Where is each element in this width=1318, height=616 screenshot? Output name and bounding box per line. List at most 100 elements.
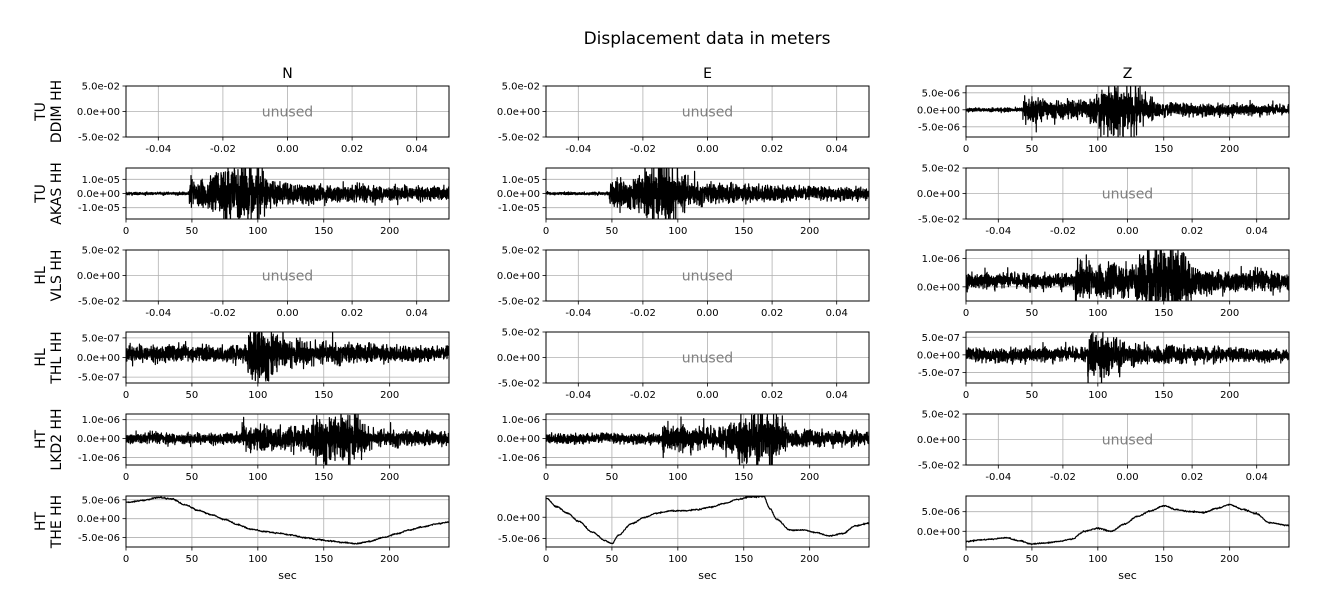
row-label: HLTHL HH [33,331,65,384]
y-tick-label: 0.0e+00 [77,434,120,445]
y-tick-label: -5.0e-02 [498,297,540,308]
x-tick-label: 150 [734,554,753,565]
x-tick-label: 150 [1154,554,1173,565]
x-tick-label: 0.02 [341,144,363,155]
x-tick-label: 0.04 [826,308,848,319]
y-tick-label: 5.0e-02 [922,164,960,175]
row-station-label: AKAS HH [49,162,65,224]
waveform-trace [126,414,449,465]
x-tick-label: 0.00 [1116,226,1138,237]
x-tick-label: 50 [606,226,619,237]
x-tick-label: 150 [734,226,753,237]
x-tick-label: -0.02 [630,144,656,155]
row-tu-akas-hh: TUAKAS HH 0 50 100 150 200 1.0e-05 0.0e+00 -1.0e… [33,162,1290,237]
y-tick-label: 5.0e-06 [922,507,960,518]
x-tick-label: 0.04 [826,390,848,401]
row-network-label: TU [33,102,49,122]
y-tick-label: 0.0e+00 [497,189,540,200]
x-tick-label: 200 [1220,308,1239,319]
waveform-trace [126,168,449,219]
x-tick-label: 0.00 [696,390,718,401]
panel-e: 0 50 100 150 200 0.0e+00 -5.0e-06 sec [497,495,870,582]
x-tick-label: 0.00 [1116,472,1138,483]
x-tick-label: -0.04 [565,308,591,319]
x-tick-label: 0.00 [276,144,298,155]
x-tick-label: 150 [314,472,333,483]
axes-frame [125,495,450,548]
x-tick-label: -0.02 [630,390,656,401]
x-tick-label: 0.02 [1181,226,1203,237]
column-title-z: Z [1123,66,1133,82]
y-tick-label: 0.0e+00 [917,527,960,538]
unused-label: unused [1102,187,1153,203]
y-tick-label: -1.0e-05 [78,203,120,214]
axes-frame [965,495,1290,548]
x-tick-label: 200 [380,226,399,237]
y-tick-label: 5.0e-06 [922,88,960,99]
x-tick-label: -0.04 [145,308,171,319]
x-tick-label: 0 [963,144,969,155]
x-tick-label: 100 [248,554,267,565]
unused-label: unused [262,105,313,121]
row-network-label: HT [33,430,49,450]
column-title-e: E [703,66,712,82]
x-tick-label: 150 [734,472,753,483]
x-axis-label: sec [278,569,297,582]
y-tick-label: -5.0e-02 [498,379,540,390]
x-tick-label: -0.02 [1050,472,1076,483]
x-tick-label: -0.02 [210,308,236,319]
y-tick-label: 0.0e+00 [917,189,960,200]
y-tick-label: 5.0e-02 [502,246,540,257]
y-tick-label: 5.0e-06 [82,495,120,506]
unused-label: unused [682,351,733,367]
unused-label: unused [262,269,313,285]
x-tick-label: 200 [1220,144,1239,155]
x-tick-label: 200 [1220,390,1239,401]
row-hl-thl-hh: HLTHL HH 0 50 100 150 200 5.0e-07 0.0e+00 -5.0e-… [33,328,1290,401]
y-tick-label: -1.0e-06 [78,453,120,464]
x-tick-label: 0.02 [341,308,363,319]
y-tick-label: 0.0e+00 [497,353,540,364]
y-tick-label: -5.0e-06 [78,533,120,544]
figure-title: Displacement data in meters [584,29,831,49]
y-tick-label: 1.0e-06 [82,415,120,426]
panel-n: -0.04 -0.02 0.00 0.02 0.04 5.0e-02 0.0e+00 -5.0… [77,82,450,155]
x-tick-label: 100 [668,554,687,565]
x-tick-label: 150 [314,226,333,237]
x-tick-label: 200 [800,226,819,237]
y-tick-label: 0.0e+00 [917,105,960,116]
x-tick-label: 200 [800,472,819,483]
panel-e: -0.04 -0.02 0.00 0.02 0.04 5.0e-02 0.0e+00 -5.0… [497,82,870,155]
x-tick-label: 0 [963,308,969,319]
y-tick-label: 0.0e+00 [497,107,540,118]
x-tick-label: 0.04 [1246,472,1268,483]
x-tick-label: 0.02 [1181,472,1203,483]
y-tick-label: -5.0e-02 [78,297,120,308]
x-tick-label: 50 [186,226,199,237]
waveform-trace [546,414,869,465]
row-label: HTTHE HH [33,495,65,549]
x-tick-label: 150 [314,554,333,565]
y-tick-label: -1.0e-06 [498,453,540,464]
x-tick-label: 200 [1220,554,1239,565]
row-station-label: DDIM HH [49,80,65,143]
row-station-label: LKD2 HH [49,408,65,470]
x-tick-label: 100 [248,472,267,483]
x-tick-label: 100 [668,472,687,483]
y-tick-label: -1.0e-05 [498,203,540,214]
y-tick-label: 0.0e+00 [917,435,960,446]
x-tick-label: 50 [1026,390,1039,401]
x-tick-label: 0.02 [761,390,783,401]
row-tu-ddim-hh: TUDDIM HH -0.04 -0.02 0.00 0.02 0.04 5.0e-02 0.… [33,80,1290,155]
x-tick-label: 50 [1026,144,1039,155]
x-tick-label: 100 [1088,144,1107,155]
waveform-trace [966,503,1289,546]
y-tick-label: 0.0e+00 [917,282,960,293]
x-tick-label: 0 [543,554,549,565]
x-tick-label: 0.02 [761,308,783,319]
panel-n: -0.04 -0.02 0.00 0.02 0.04 5.0e-02 0.0e+00 -5.0… [77,246,450,319]
row-network-label: HT [33,512,49,532]
x-tick-label: 100 [248,226,267,237]
